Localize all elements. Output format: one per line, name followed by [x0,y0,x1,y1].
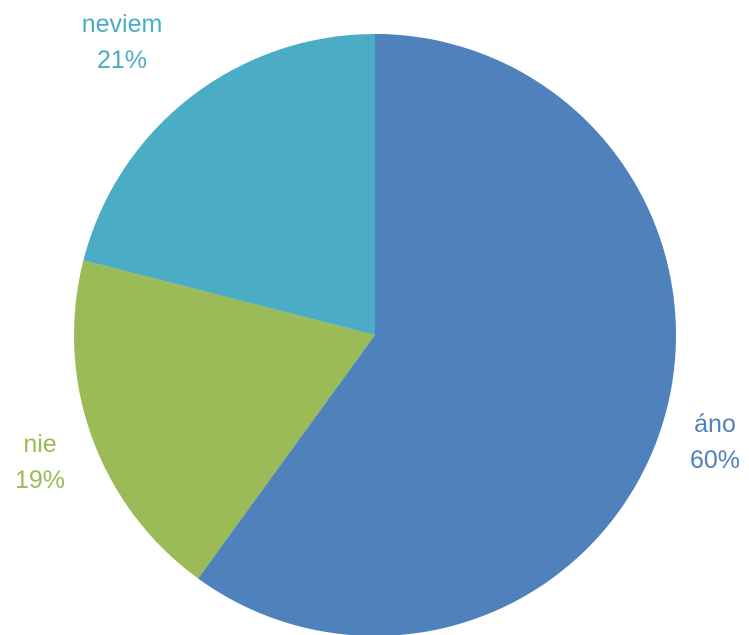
pie-slice-nie [74,260,375,579]
data-label-áno: áno 60% [690,410,740,474]
pie-slice-áno [198,34,677,635]
data-label-percent: 60% [690,446,740,474]
data-label-percent: 19% [15,466,65,494]
data-label-neviem: neviem 21% [82,10,163,74]
pie-slice-neviem [83,34,376,335]
data-label-percent: 21% [97,46,147,74]
data-label-nie: nie 19% [15,430,65,494]
pie-slices [74,34,677,635]
data-label-category: áno [694,410,736,438]
pie-labels: áno 60% nie 19% neviem 21% [15,10,740,494]
data-label-category: neviem [82,10,163,38]
data-label-category: nie [23,430,56,458]
